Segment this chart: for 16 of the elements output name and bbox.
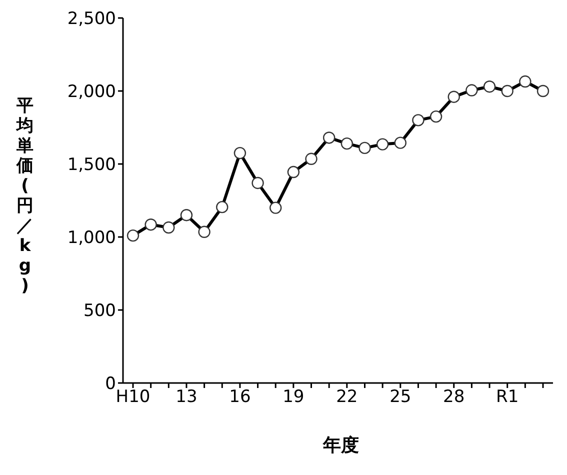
y-tick-label: 0	[105, 374, 116, 394]
x-tick-label: 25	[390, 387, 412, 408]
y-tick-label: 2,500	[67, 9, 116, 30]
x-tick-label: 22	[336, 387, 358, 408]
x-tick-label: 16	[229, 387, 251, 408]
x-tick-label: R1	[496, 387, 519, 408]
y-tick-label: 1,000	[67, 228, 116, 248]
x-tick-label: 28	[443, 387, 465, 408]
y-tick-label: 2,000	[67, 82, 116, 102]
y-tick-label: 500	[84, 301, 116, 322]
x-tick-label: 13	[176, 387, 198, 408]
x-tick-label: 19	[282, 387, 304, 408]
y-tick-label: 1,500	[67, 155, 116, 176]
x-axis-title: 年度	[322, 434, 360, 457]
text: 平均単価(円／kg)	[16, 96, 34, 296]
x-tick-label: H10	[116, 387, 150, 408]
